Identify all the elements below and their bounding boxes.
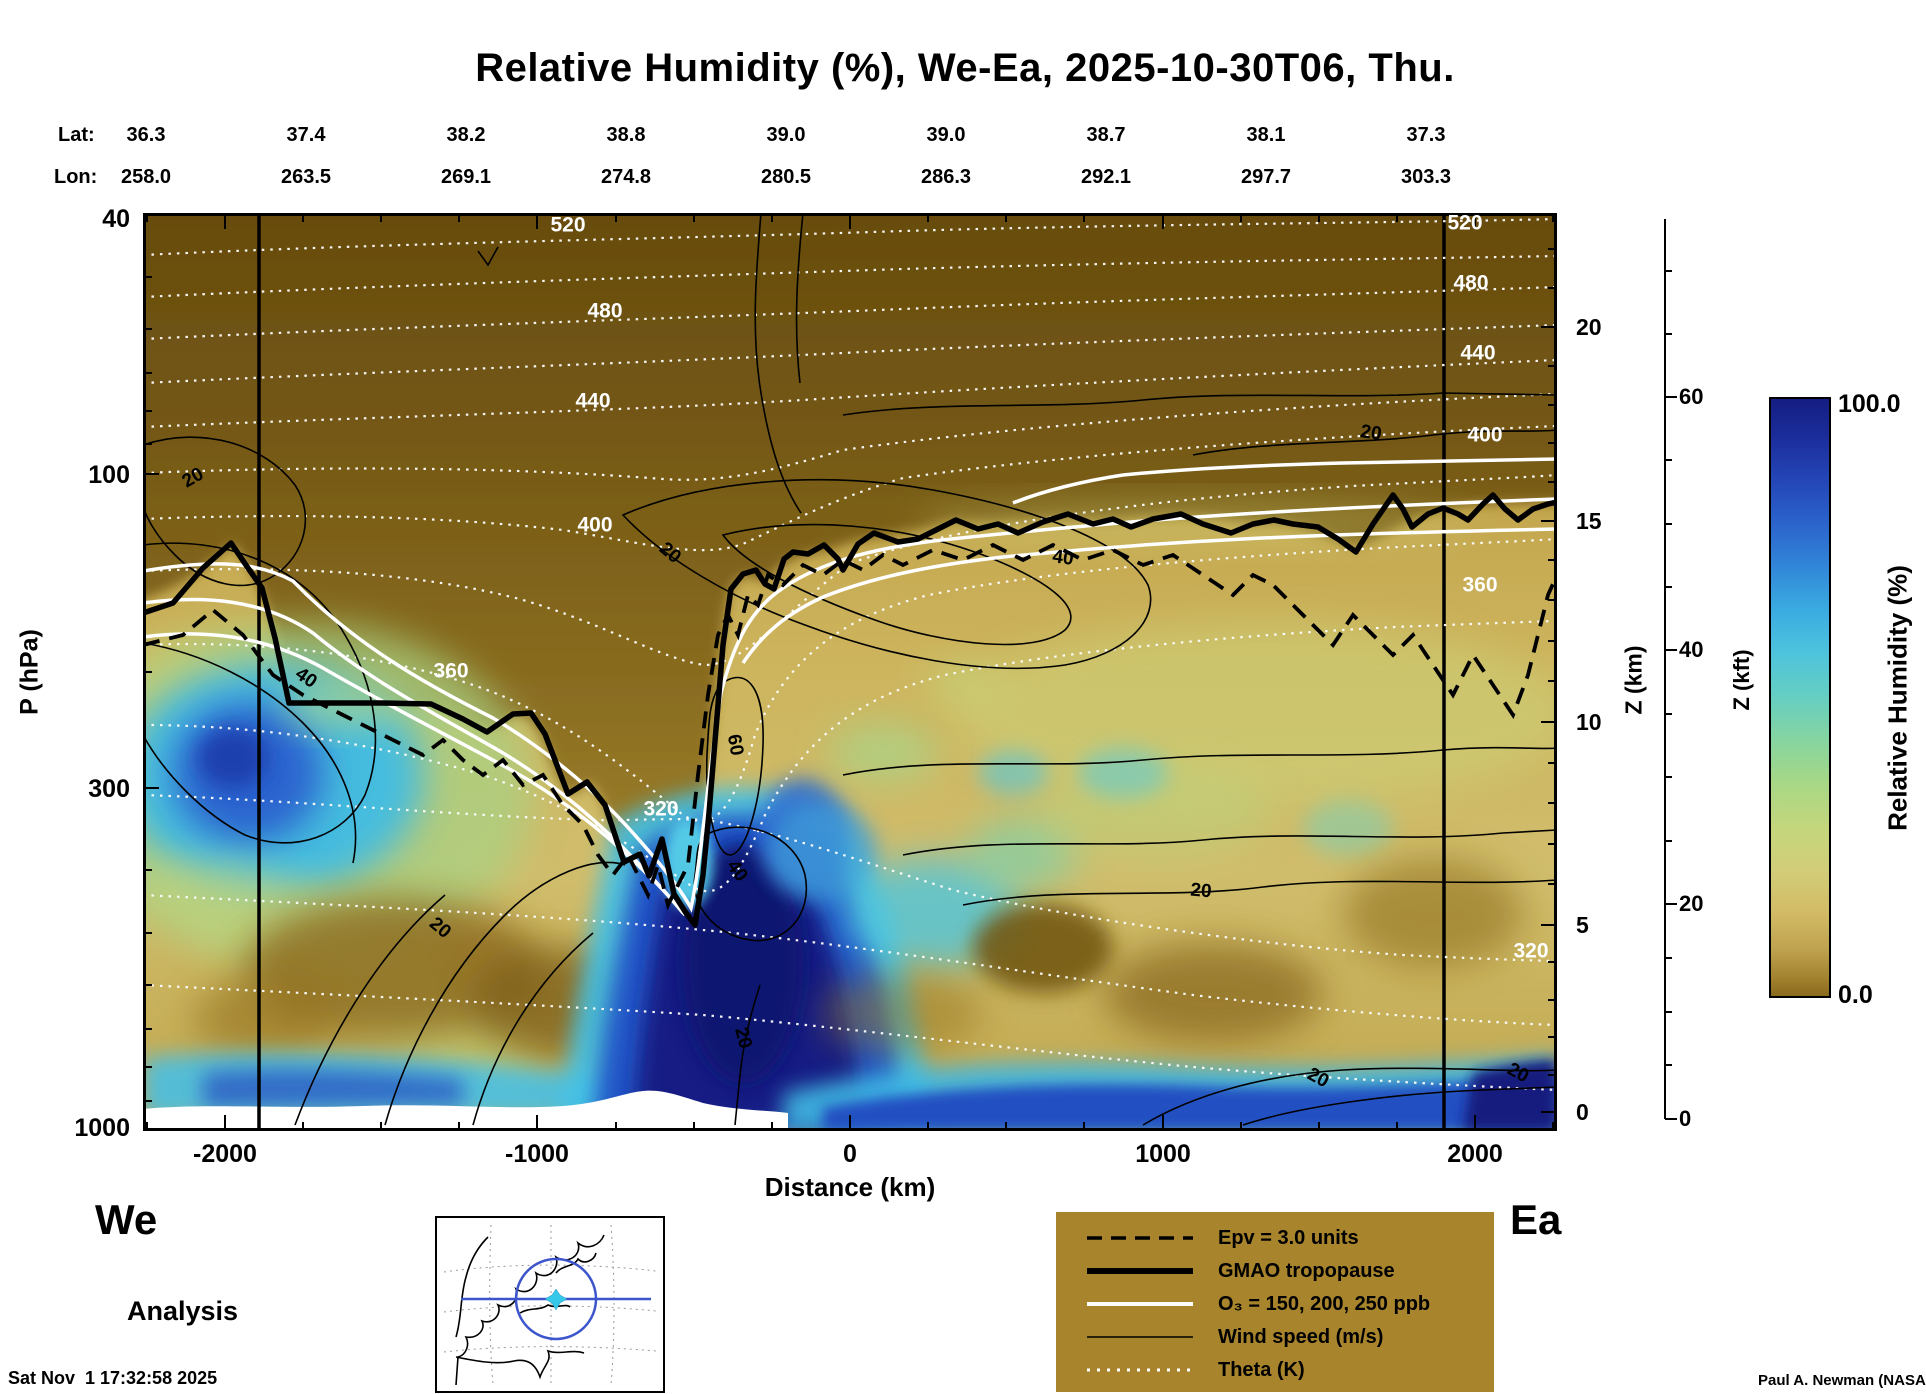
lat-value: 39.0 bbox=[766, 124, 806, 146]
map-transect-marker bbox=[461, 1257, 651, 1341]
lon-value: 286.3 bbox=[920, 166, 972, 188]
colorbar-max-label: 100.0 bbox=[1838, 390, 1901, 418]
distance-axis-label: Distance (km) bbox=[764, 1172, 936, 1202]
legend-row-theta: Theta (K) bbox=[1084, 1358, 1305, 1382]
lat-value: 38.8 bbox=[606, 124, 646, 146]
tropopause-line-sample bbox=[1087, 1268, 1193, 1274]
z-kft-axis-label: Z (kft) bbox=[1729, 649, 1754, 711]
axis-ticks bbox=[143, 213, 1557, 1131]
legend-row-ozone: O₃ = 150, 200, 250 ppb bbox=[1084, 1292, 1430, 1316]
west-endpoint-label: We bbox=[95, 1196, 158, 1243]
z-km-axis-label: Z (km) bbox=[1620, 645, 1647, 715]
z-kft-tick: 40 bbox=[1679, 637, 1704, 662]
legend-label-ozone: O₃ = 150, 200, 250 ppb bbox=[1218, 1292, 1431, 1315]
lat-value: 37.3 bbox=[1406, 124, 1446, 146]
lon-row-label: Lon: bbox=[54, 166, 98, 188]
colorbar-title: Relative Humidity (%) bbox=[1882, 565, 1913, 831]
pressure-tick: 300 bbox=[88, 775, 130, 803]
lat-value: 38.1 bbox=[1246, 124, 1286, 146]
legend: Epv = 3.0 units GMAO tropopause O₃ = 150… bbox=[1056, 1212, 1494, 1392]
lat-value: 36.3 bbox=[126, 124, 166, 146]
plot-title: Relative Humidity (%), We-Ea, 2025-10-30… bbox=[475, 46, 1455, 90]
z-km-tick: 5 bbox=[1576, 912, 1589, 938]
ozone-contours bbox=[142, 457, 1558, 917]
pressure-tick: 100 bbox=[88, 461, 130, 489]
lon-value: 292.1 bbox=[1080, 166, 1132, 188]
distance-tick: 0 bbox=[843, 1140, 857, 1168]
tropopause-line bbox=[140, 492, 1560, 928]
theta-contours bbox=[142, 217, 1558, 1092]
pressure-tick: 1000 bbox=[74, 1114, 130, 1142]
z-km-tick: 15 bbox=[1576, 508, 1602, 534]
z-kft-tick: 0 bbox=[1679, 1106, 1692, 1131]
credit-text: Paul A. Newman (NASA bbox=[1758, 1372, 1926, 1389]
lat-value: 38.7 bbox=[1086, 124, 1126, 146]
lon-value: 274.8 bbox=[600, 166, 652, 188]
cross-section-plot: 520 520 480 480 440 440 400 400 360 360 320 320 20 20… bbox=[73, 163, 1607, 1131]
lon-value: 303.3 bbox=[1400, 166, 1452, 188]
distance-tick: 1000 bbox=[1135, 1140, 1191, 1168]
distance-tick: 2000 bbox=[1447, 1140, 1503, 1168]
east-endpoint-label: Ea bbox=[1510, 1196, 1562, 1243]
z-kft-tick: 20 bbox=[1679, 891, 1704, 916]
epv-contour-line bbox=[142, 542, 1559, 911]
lon-value: 269.1 bbox=[440, 166, 492, 188]
lon-value: 297.7 bbox=[1240, 166, 1292, 188]
colorbar-min-label: 0.0 bbox=[1838, 981, 1873, 1009]
lon-value: 280.5 bbox=[760, 166, 812, 188]
lon-value: 258.0 bbox=[120, 166, 172, 188]
wind-line-sample bbox=[1087, 1336, 1193, 1338]
legend-row-tropopause: GMAO tropopause bbox=[1084, 1259, 1395, 1283]
map-coastlines bbox=[455, 1234, 605, 1386]
analysis-label: Analysis bbox=[127, 1296, 239, 1326]
epv-line-sample bbox=[1087, 1236, 1193, 1240]
generation-timestamp: Sat Nov 1 17:32:58 2025 bbox=[8, 1368, 218, 1388]
rh-cross-section-canvas bbox=[73, 163, 1607, 1131]
rh-field bbox=[73, 163, 1607, 1131]
z-km-tick: 20 bbox=[1576, 314, 1602, 340]
colorbar bbox=[1769, 397, 1831, 998]
lon-value: 263.5 bbox=[280, 166, 332, 188]
lat-value: 38.2 bbox=[446, 124, 486, 146]
lat-value: 39.0 bbox=[926, 124, 966, 146]
z-km-tick: 10 bbox=[1576, 709, 1602, 735]
legend-row-epv: Epv = 3.0 units bbox=[1084, 1226, 1359, 1250]
z-km-tick: 0 bbox=[1576, 1099, 1589, 1125]
legend-label-epv: Epv = 3.0 units bbox=[1218, 1226, 1359, 1249]
legend-row-wind: Wind speed (m/s) bbox=[1084, 1325, 1383, 1349]
legend-label-theta: Theta (K) bbox=[1218, 1358, 1305, 1381]
distance-tick: -2000 bbox=[193, 1140, 257, 1168]
lat-row-label: Lat: bbox=[58, 124, 95, 146]
ozone-line-sample bbox=[1087, 1302, 1193, 1306]
plot-frame bbox=[143, 213, 1557, 1131]
z-kft-tick: 60 bbox=[1679, 384, 1704, 409]
pressure-tick: 40 bbox=[102, 205, 130, 233]
lat-value: 37.4 bbox=[286, 124, 326, 146]
map-inset bbox=[435, 1216, 665, 1393]
legend-label-wind: Wind speed (m/s) bbox=[1218, 1325, 1384, 1348]
legend-label-tropopause: GMAO tropopause bbox=[1218, 1259, 1395, 1282]
map-frame bbox=[436, 1217, 664, 1392]
theta-line-sample bbox=[1087, 1368, 1193, 1372]
z-kft-axis bbox=[1664, 219, 1677, 1120]
pressure-axis-label: P (hPa) bbox=[15, 629, 44, 715]
distance-tick: -1000 bbox=[505, 1140, 569, 1168]
